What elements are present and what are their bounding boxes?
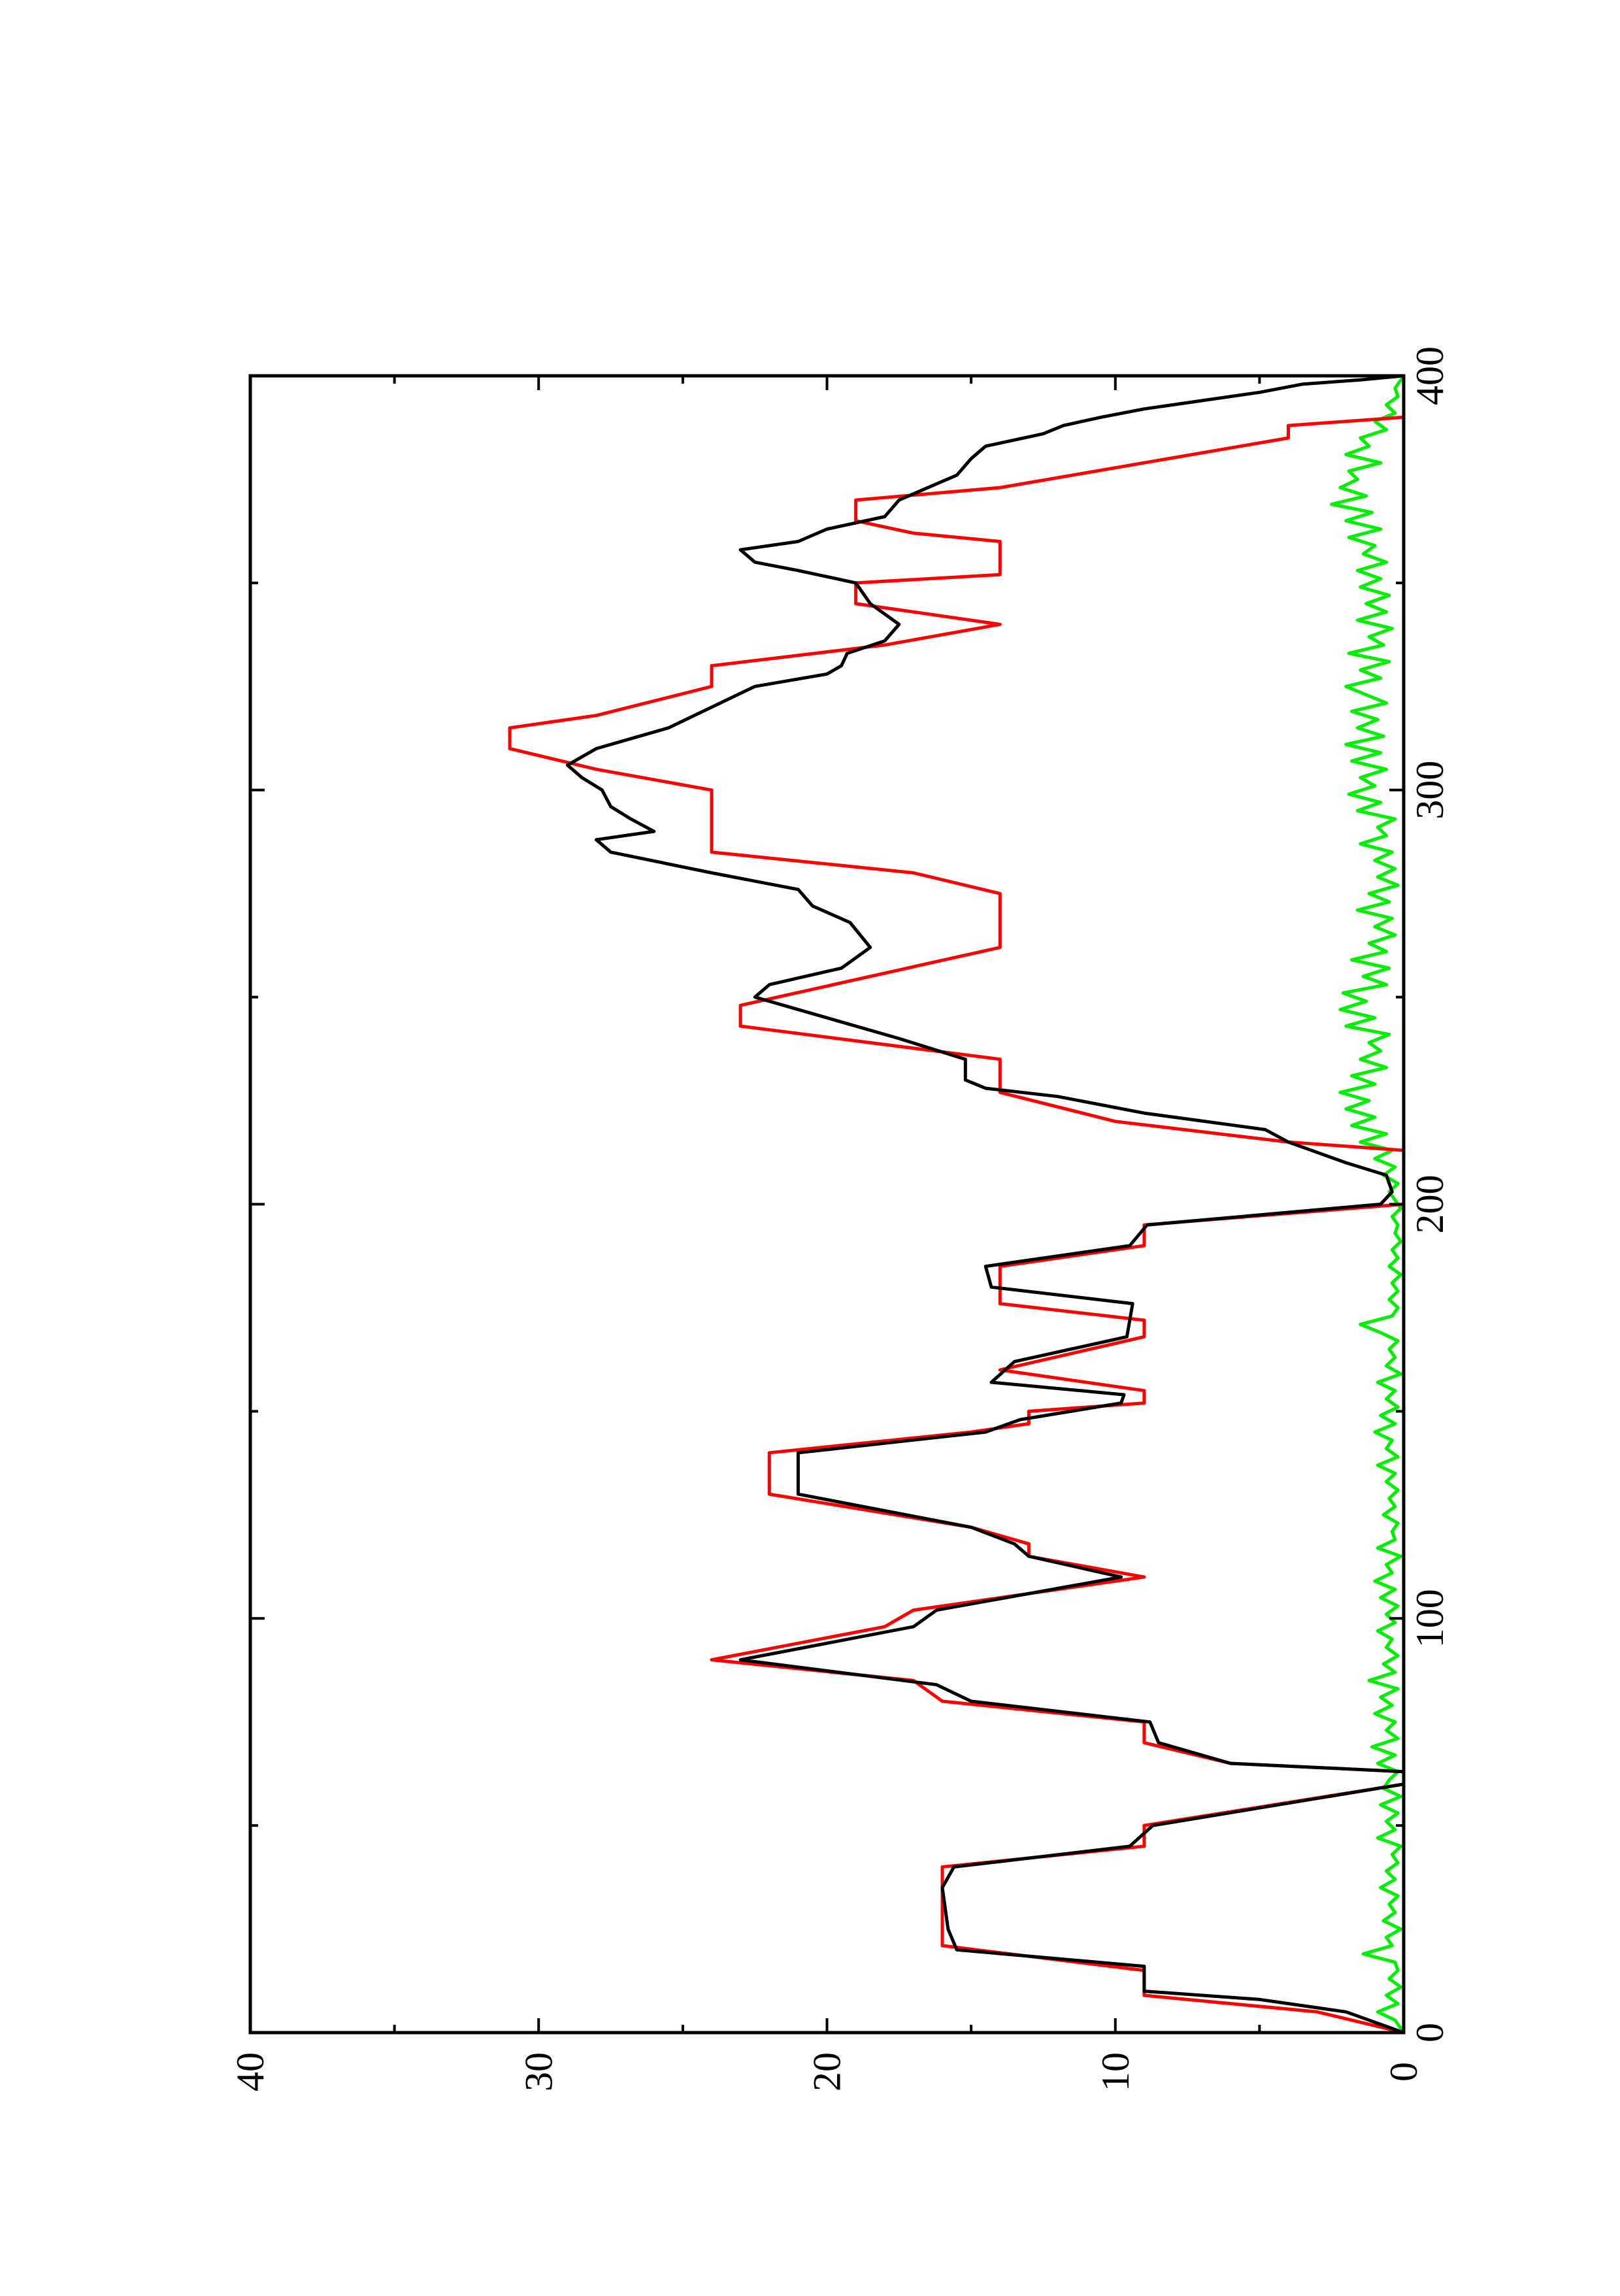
x-tick-label: 200 [1408,1175,1451,1234]
y-tick-label: 30 [517,2052,560,2091]
x-tick-label: 300 [1408,761,1451,820]
y-tick-label: 40 [229,2052,272,2091]
series-line-1 [565,376,1404,2033]
y-tick-label: 0 [1382,2062,1425,2082]
x-tick-label: 100 [1408,1589,1451,1648]
y-tick-label: 20 [806,2052,849,2091]
y-tick-label: 10 [1094,2052,1137,2091]
x-tick-label: 0 [1408,2023,1451,2042]
x-tick-label: 400 [1408,346,1451,405]
axes-group: 0 100 200 300 400 0 10 20 30 40 [229,346,1451,2091]
series-line-0 [508,376,1404,2033]
plot-frame [248,374,1406,2035]
plot-area-group [508,376,1404,2033]
